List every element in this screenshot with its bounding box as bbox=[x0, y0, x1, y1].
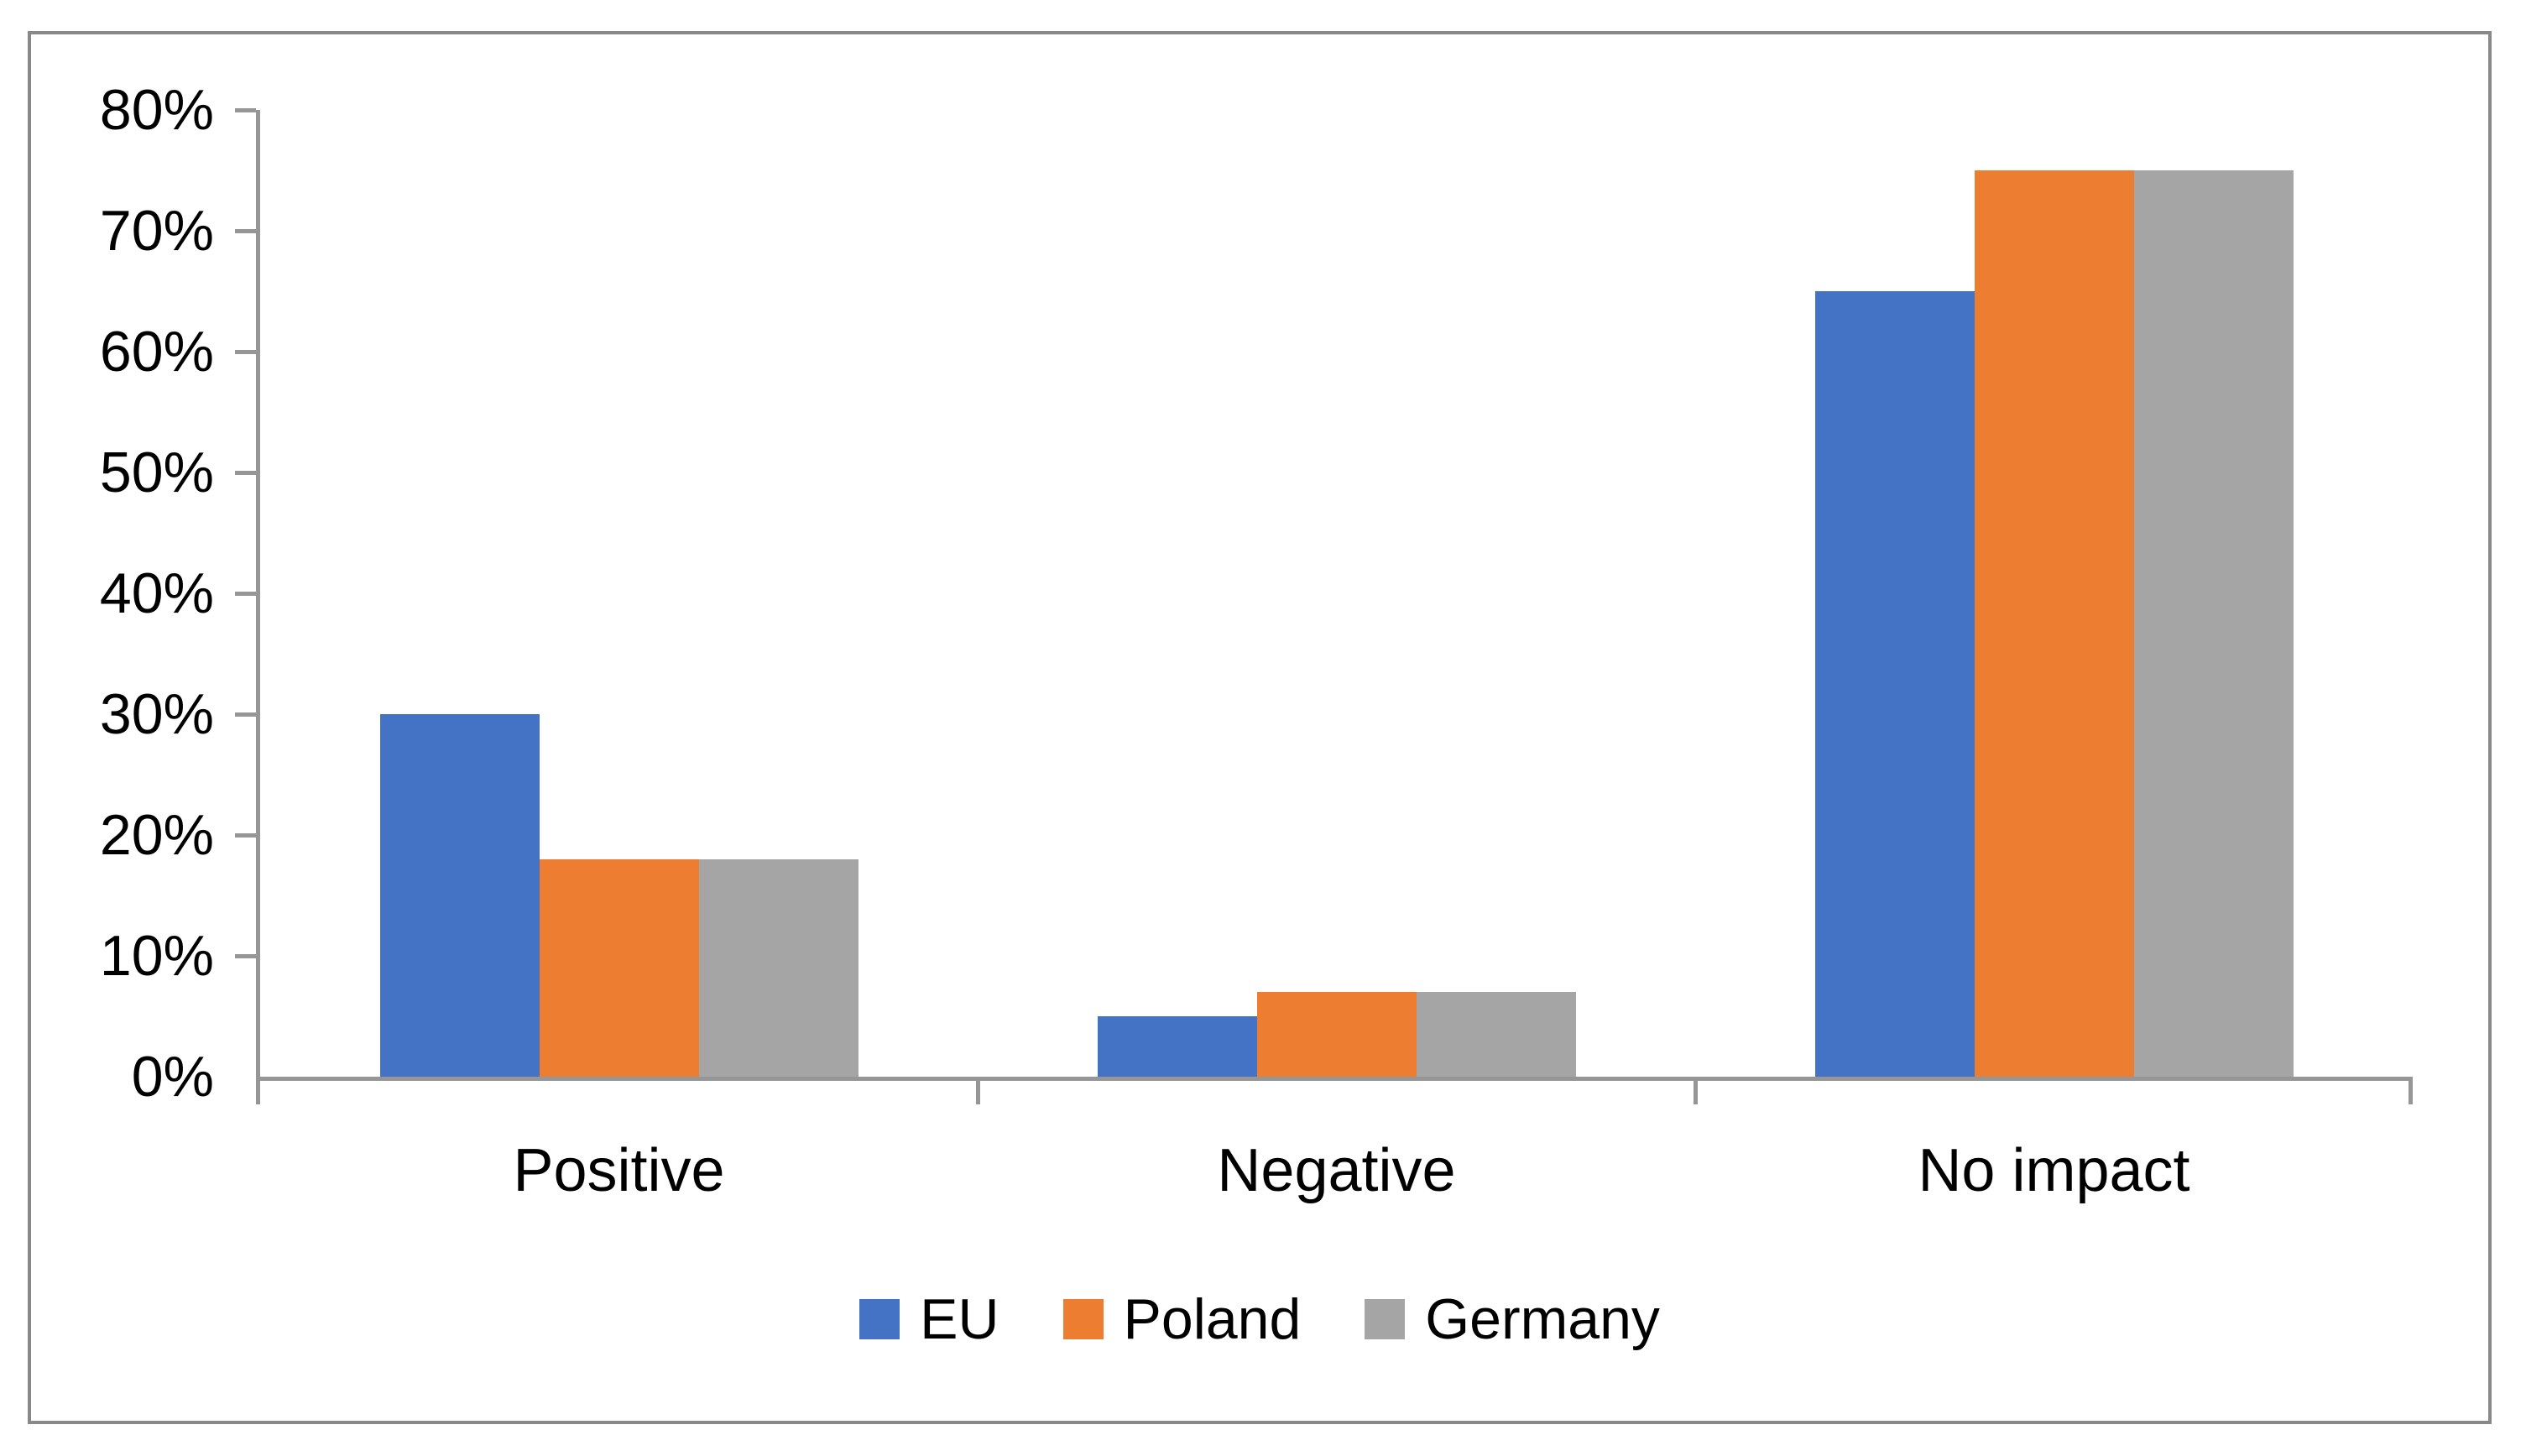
chart-frame bbox=[28, 31, 2492, 1424]
